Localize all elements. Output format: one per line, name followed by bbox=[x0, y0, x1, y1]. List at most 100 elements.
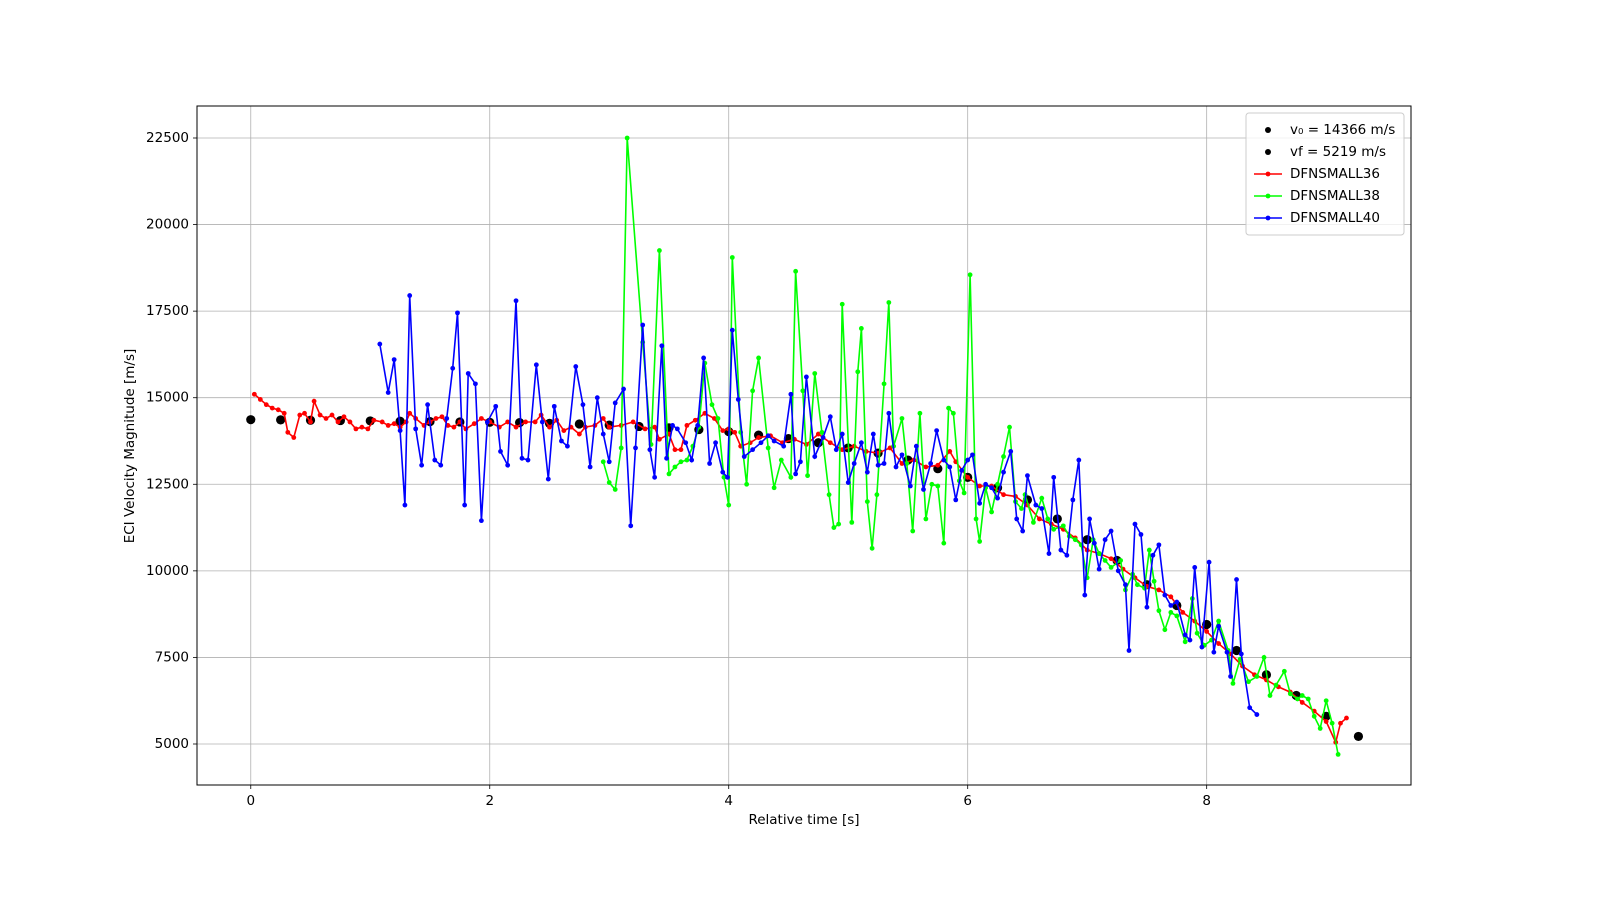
data-point bbox=[1144, 604, 1150, 610]
data-point bbox=[515, 418, 525, 428]
data-point bbox=[525, 457, 531, 463]
data-point bbox=[391, 421, 397, 427]
data-point bbox=[1224, 649, 1230, 655]
data-point bbox=[684, 457, 690, 463]
data-point bbox=[1168, 594, 1174, 600]
data-point bbox=[709, 402, 715, 408]
data-point bbox=[594, 395, 600, 401]
data-point bbox=[1132, 521, 1138, 527]
y-tick-label: 12500 bbox=[146, 476, 189, 492]
data-point bbox=[707, 461, 713, 466]
data-point bbox=[701, 355, 707, 361]
data-point bbox=[1199, 644, 1205, 650]
data-point bbox=[683, 440, 689, 446]
data-point bbox=[1174, 613, 1180, 619]
data-point bbox=[672, 447, 678, 453]
data-point bbox=[935, 462, 941, 468]
data-point bbox=[947, 448, 953, 454]
data-point bbox=[444, 416, 450, 421]
data-point bbox=[621, 386, 626, 392]
data-point bbox=[899, 416, 905, 421]
data-point bbox=[765, 433, 771, 439]
data-point bbox=[995, 495, 1000, 501]
data-point bbox=[269, 405, 275, 411]
data-point bbox=[715, 416, 721, 421]
data-point bbox=[1234, 577, 1239, 582]
data-point bbox=[1126, 648, 1132, 653]
data-point bbox=[953, 497, 959, 503]
data-point bbox=[532, 419, 538, 425]
data-point bbox=[465, 371, 471, 376]
data-point bbox=[1001, 469, 1006, 475]
data-point bbox=[505, 462, 511, 468]
data-point bbox=[1156, 587, 1162, 593]
data-point bbox=[1305, 696, 1311, 702]
plot-frame bbox=[196, 105, 1412, 786]
legend-swatch-marker bbox=[1265, 127, 1271, 133]
data-point bbox=[1115, 568, 1121, 574]
data-point bbox=[633, 445, 638, 451]
data-point bbox=[1108, 564, 1114, 570]
data-point bbox=[725, 474, 730, 480]
data-point bbox=[628, 523, 634, 529]
data-point bbox=[407, 410, 413, 416]
x-tick-label: 2 bbox=[485, 793, 494, 809]
data-point bbox=[695, 423, 701, 428]
data-point bbox=[1082, 592, 1088, 598]
data-point bbox=[1338, 720, 1343, 726]
data-point bbox=[439, 414, 445, 420]
data-point bbox=[831, 525, 837, 530]
data-point bbox=[657, 436, 662, 442]
data-point bbox=[1108, 528, 1114, 534]
data-point bbox=[1162, 627, 1168, 633]
data-point bbox=[983, 481, 989, 487]
data-point bbox=[1051, 526, 1057, 532]
data-point bbox=[815, 431, 821, 437]
data-point bbox=[365, 426, 371, 432]
data-point bbox=[263, 402, 269, 408]
data-point bbox=[820, 435, 826, 440]
data-point bbox=[397, 428, 403, 434]
data-point bbox=[899, 452, 905, 458]
data-point bbox=[666, 471, 672, 477]
data-point bbox=[1008, 448, 1014, 454]
data-point bbox=[1344, 715, 1349, 721]
data-point bbox=[281, 410, 287, 416]
data-point bbox=[959, 468, 965, 473]
data-point bbox=[1299, 693, 1305, 698]
data-point bbox=[977, 483, 983, 489]
data-point bbox=[451, 424, 457, 430]
data-point bbox=[1138, 532, 1144, 537]
data-point bbox=[934, 428, 940, 434]
data-point bbox=[1238, 651, 1244, 657]
data-point bbox=[756, 435, 761, 440]
data-point bbox=[419, 462, 425, 468]
data-point bbox=[875, 462, 881, 468]
data-point bbox=[606, 459, 612, 465]
data-point bbox=[1064, 552, 1070, 558]
data-point bbox=[778, 457, 784, 463]
data-point bbox=[1261, 655, 1267, 660]
data-point bbox=[812, 454, 818, 459]
data-point bbox=[600, 459, 606, 465]
data-point bbox=[1087, 516, 1092, 522]
data-point bbox=[308, 419, 313, 425]
data-point bbox=[1287, 691, 1293, 697]
data-point bbox=[929, 481, 935, 487]
data-point bbox=[341, 414, 347, 420]
data-point bbox=[1001, 454, 1006, 459]
data-point bbox=[1076, 457, 1082, 463]
data-point bbox=[657, 248, 662, 253]
data-point bbox=[721, 474, 727, 480]
data-point bbox=[1168, 603, 1174, 608]
data-point bbox=[836, 521, 842, 527]
data-point bbox=[771, 485, 777, 491]
data-point bbox=[285, 429, 291, 435]
data-point bbox=[839, 301, 845, 307]
data-point bbox=[505, 419, 511, 425]
data-point bbox=[864, 469, 870, 475]
y-tick-label: 5000 bbox=[155, 736, 189, 752]
data-point bbox=[989, 485, 994, 491]
data-point bbox=[329, 412, 335, 418]
data-point bbox=[800, 388, 806, 394]
